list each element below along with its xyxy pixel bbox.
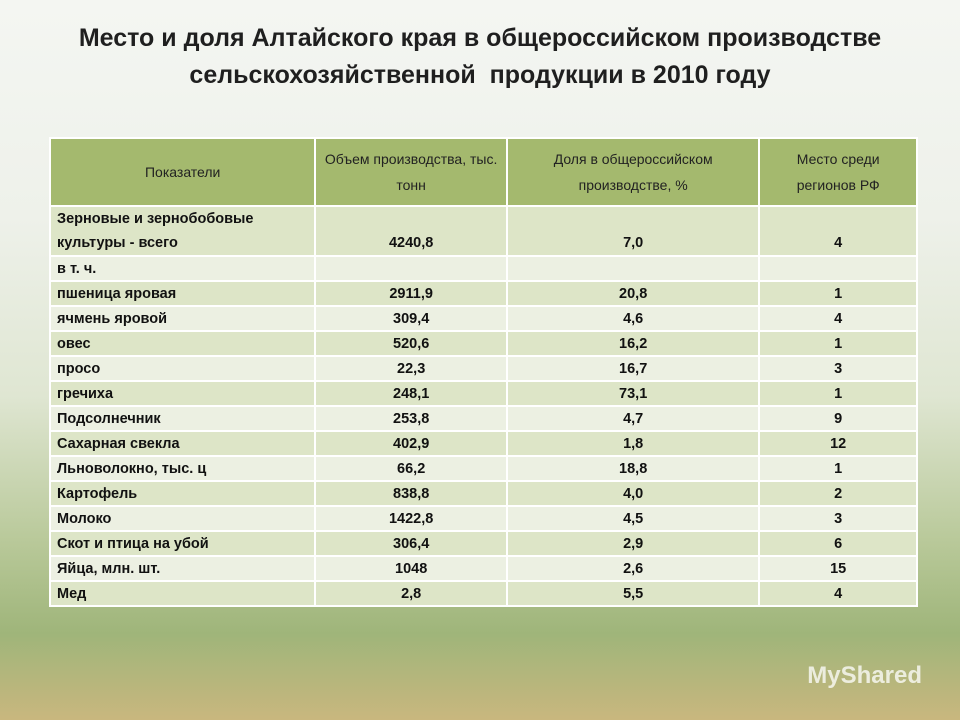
title-line: сельскохозяйственной продукции в 2010 го… xyxy=(189,61,771,89)
table-cell: 2,6 xyxy=(505,555,761,582)
table-cell: Скот и птица на убой xyxy=(48,530,317,557)
table-row: Льноволокно, тыс. ц 66,2 18,8 1 xyxy=(48,455,918,482)
table-cell: 1048 xyxy=(314,555,508,582)
table-cell: 4,5 xyxy=(505,505,761,532)
table-cell: Мед xyxy=(48,580,317,607)
header-cell: Доля в общероссийском производстве, % xyxy=(505,137,761,207)
table-cell: Подсолнечник xyxy=(48,405,317,432)
table-row: Зерновые и зернобобовые культуры - всего… xyxy=(48,205,918,257)
table-row: Мед 2,8 5,5 4 xyxy=(48,580,918,607)
table-cell: 1 xyxy=(758,380,918,407)
table-cell: 248,1 xyxy=(314,380,508,407)
table-cell: 1 xyxy=(758,455,918,482)
table-cell: 1422,8 xyxy=(314,505,508,532)
table-cell: 6 xyxy=(758,530,918,557)
table-cell: 7,0 xyxy=(505,205,761,257)
table-row: Молоко 1422,8 4,5 3 xyxy=(48,505,918,532)
table-cell: 16,2 xyxy=(505,330,761,357)
table-row: пшеница яровая 2911,9 20,8 1 xyxy=(48,280,918,307)
table-cell: 4240,8 xyxy=(314,205,508,257)
table-cell: овес xyxy=(48,330,317,357)
table-cell xyxy=(758,255,918,282)
table-cell: 2,9 xyxy=(505,530,761,557)
table-cell: просо xyxy=(48,355,317,382)
table-cell: 4,6 xyxy=(505,305,761,332)
table-cell: 520,6 xyxy=(314,330,508,357)
table-cell: пшеница яровая xyxy=(48,280,317,307)
header-cell: Показатели xyxy=(48,137,317,207)
table-cell: 2,8 xyxy=(314,580,508,607)
table-cell: Зерновые и зернобобовые культуры - всего xyxy=(48,205,317,257)
table-cell: ячмень яровой xyxy=(48,305,317,332)
table-cell: 9 xyxy=(758,405,918,432)
table-cell: Сахарная свекла xyxy=(48,430,317,457)
table-row: Яйца, млн. шт. 1048 2,6 15 xyxy=(48,555,918,582)
table-cell: 20,8 xyxy=(505,280,761,307)
table-cell: 16,7 xyxy=(505,355,761,382)
table-body: Зерновые и зернобобовые культуры - всего… xyxy=(48,205,918,607)
table-cell: 12 xyxy=(758,430,918,457)
table-cell: 4 xyxy=(758,205,918,257)
table-row: овес 520,6 16,2 1 xyxy=(48,330,918,357)
table-cell: 253,8 xyxy=(314,405,508,432)
table-row: просо 22,3 16,7 3 xyxy=(48,355,918,382)
table-cell: Картофель xyxy=(48,480,317,507)
table-cell: 2 xyxy=(758,480,918,507)
table-cell: 5,5 xyxy=(505,580,761,607)
header-cell: Объем производства, тыс. тонн xyxy=(314,137,508,207)
table-cell: 22,3 xyxy=(314,355,508,382)
table-cell: 3 xyxy=(758,505,918,532)
table-cell: 4,0 xyxy=(505,480,761,507)
table-cell: 2911,9 xyxy=(314,280,508,307)
table-cell: 4 xyxy=(758,580,918,607)
table-cell: Молоко xyxy=(48,505,317,532)
table-row: Сахарная свекла 402,9 1,8 12 xyxy=(48,430,918,457)
header-row: Показатели Объем производства, тыс. тонн Д… xyxy=(48,137,918,207)
table-row: Подсолнечник 253,8 4,7 9 xyxy=(48,405,918,432)
table-cell: 1 xyxy=(758,280,918,307)
table-cell: 838,8 xyxy=(314,480,508,507)
table-cell: 1,8 xyxy=(505,430,761,457)
table-cell: 4 xyxy=(758,305,918,332)
table-cell: в т. ч. xyxy=(48,255,317,282)
watermark: MyShared xyxy=(807,662,922,689)
table-cell: 402,9 xyxy=(314,430,508,457)
title-line: Место и доля Алтайского края в общеросси… xyxy=(78,24,882,52)
table-row: гречиха 248,1 73,1 1 xyxy=(48,380,918,407)
table-row: в т. ч. xyxy=(48,255,918,282)
table-cell: 4,7 xyxy=(505,405,761,432)
table-cell: 66,2 xyxy=(314,455,508,482)
table-cell: 15 xyxy=(758,555,918,582)
table-row: Картофель 838,8 4,0 2 xyxy=(48,480,918,507)
table-cell: 18,8 xyxy=(505,455,761,482)
table-cell: Льноволокно, тыс. ц xyxy=(48,455,317,482)
table-cell: 1 xyxy=(758,330,918,357)
table-cell xyxy=(505,255,761,282)
table-cell: Яйца, млн. шт. xyxy=(48,555,317,582)
header-cell: Место среди регионов РФ xyxy=(758,137,918,207)
title: Место и доля Алтайского края в общеросси… xyxy=(0,20,960,94)
table-cell: 73,1 xyxy=(505,380,761,407)
table-cell: 3 xyxy=(758,355,918,382)
table-cell: гречиха xyxy=(48,380,317,407)
table: Показатели Объем производства, тыс. тонн Д… xyxy=(48,137,918,607)
table-row: ячмень яровой 309,4 4,6 4 xyxy=(48,305,918,332)
table-cell xyxy=(314,255,508,282)
table-cell: 309,4 xyxy=(314,305,508,332)
table-row: Скот и птица на убой 306,4 2,9 6 xyxy=(48,530,918,557)
table-cell: 306,4 xyxy=(314,530,508,557)
